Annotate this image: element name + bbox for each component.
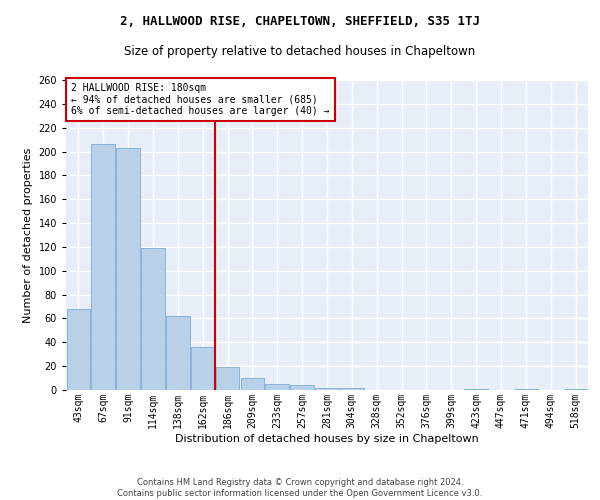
- Text: 2, HALLWOOD RISE, CHAPELTOWN, SHEFFIELD, S35 1TJ: 2, HALLWOOD RISE, CHAPELTOWN, SHEFFIELD,…: [120, 15, 480, 28]
- Bar: [265, 384, 289, 390]
- Bar: [241, 378, 264, 390]
- Bar: [67, 309, 90, 390]
- Bar: [166, 316, 190, 390]
- Bar: [116, 148, 140, 390]
- Bar: [464, 389, 488, 390]
- Bar: [141, 248, 165, 390]
- Bar: [91, 144, 115, 390]
- Bar: [191, 347, 215, 390]
- Text: Contains HM Land Registry data © Crown copyright and database right 2024.
Contai: Contains HM Land Registry data © Crown c…: [118, 478, 482, 498]
- Y-axis label: Number of detached properties: Number of detached properties: [23, 148, 33, 322]
- Bar: [315, 388, 339, 390]
- Bar: [290, 385, 314, 390]
- Text: Size of property relative to detached houses in Chapeltown: Size of property relative to detached ho…: [124, 45, 476, 58]
- Bar: [216, 368, 239, 390]
- Bar: [514, 389, 538, 390]
- Text: 2 HALLWOOD RISE: 180sqm
← 94% of detached houses are smaller (685)
6% of semi-de: 2 HALLWOOD RISE: 180sqm ← 94% of detache…: [71, 83, 330, 116]
- Bar: [564, 389, 587, 390]
- Bar: [340, 388, 364, 390]
- X-axis label: Distribution of detached houses by size in Chapeltown: Distribution of detached houses by size …: [175, 434, 479, 444]
